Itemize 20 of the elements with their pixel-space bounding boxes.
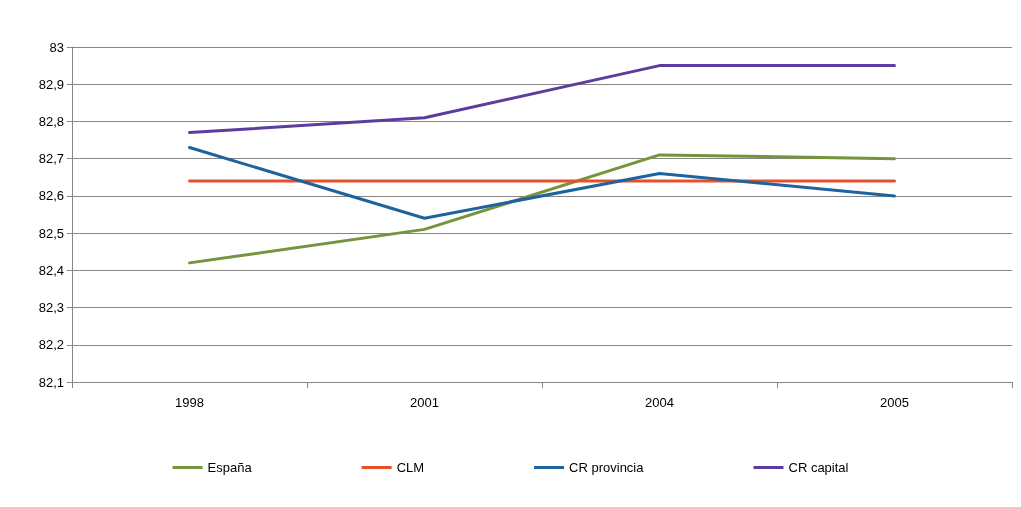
y-tick-label: 82,9 (38, 76, 64, 92)
line-series (188, 146, 896, 220)
line-series (188, 153, 896, 265)
y-tick-label: 83 (49, 39, 64, 55)
y-tick-label: 82,2 (38, 337, 64, 353)
y-tick-label: 82,7 (38, 151, 64, 167)
legend-label: CR provincia (569, 460, 645, 475)
y-tick-label: 82,3 (38, 300, 64, 316)
y-tick-label: 82,1 (38, 374, 64, 390)
legend-label: CR capital (788, 460, 849, 475)
legend-label: CLM (396, 460, 425, 475)
x-tick-label: 1998 (175, 395, 204, 410)
y-tick-label: 82,8 (38, 113, 64, 129)
x-tick-label: 2004 (645, 395, 674, 410)
x-tick-label: 2001 (410, 395, 439, 410)
y-tick-label: 82,4 (38, 262, 64, 278)
x-tick-label: 2005 (880, 395, 909, 410)
legend-label: España (207, 460, 253, 475)
y-tick-label: 82,5 (38, 225, 64, 241)
y-tick-label: 82,6 (38, 188, 64, 204)
